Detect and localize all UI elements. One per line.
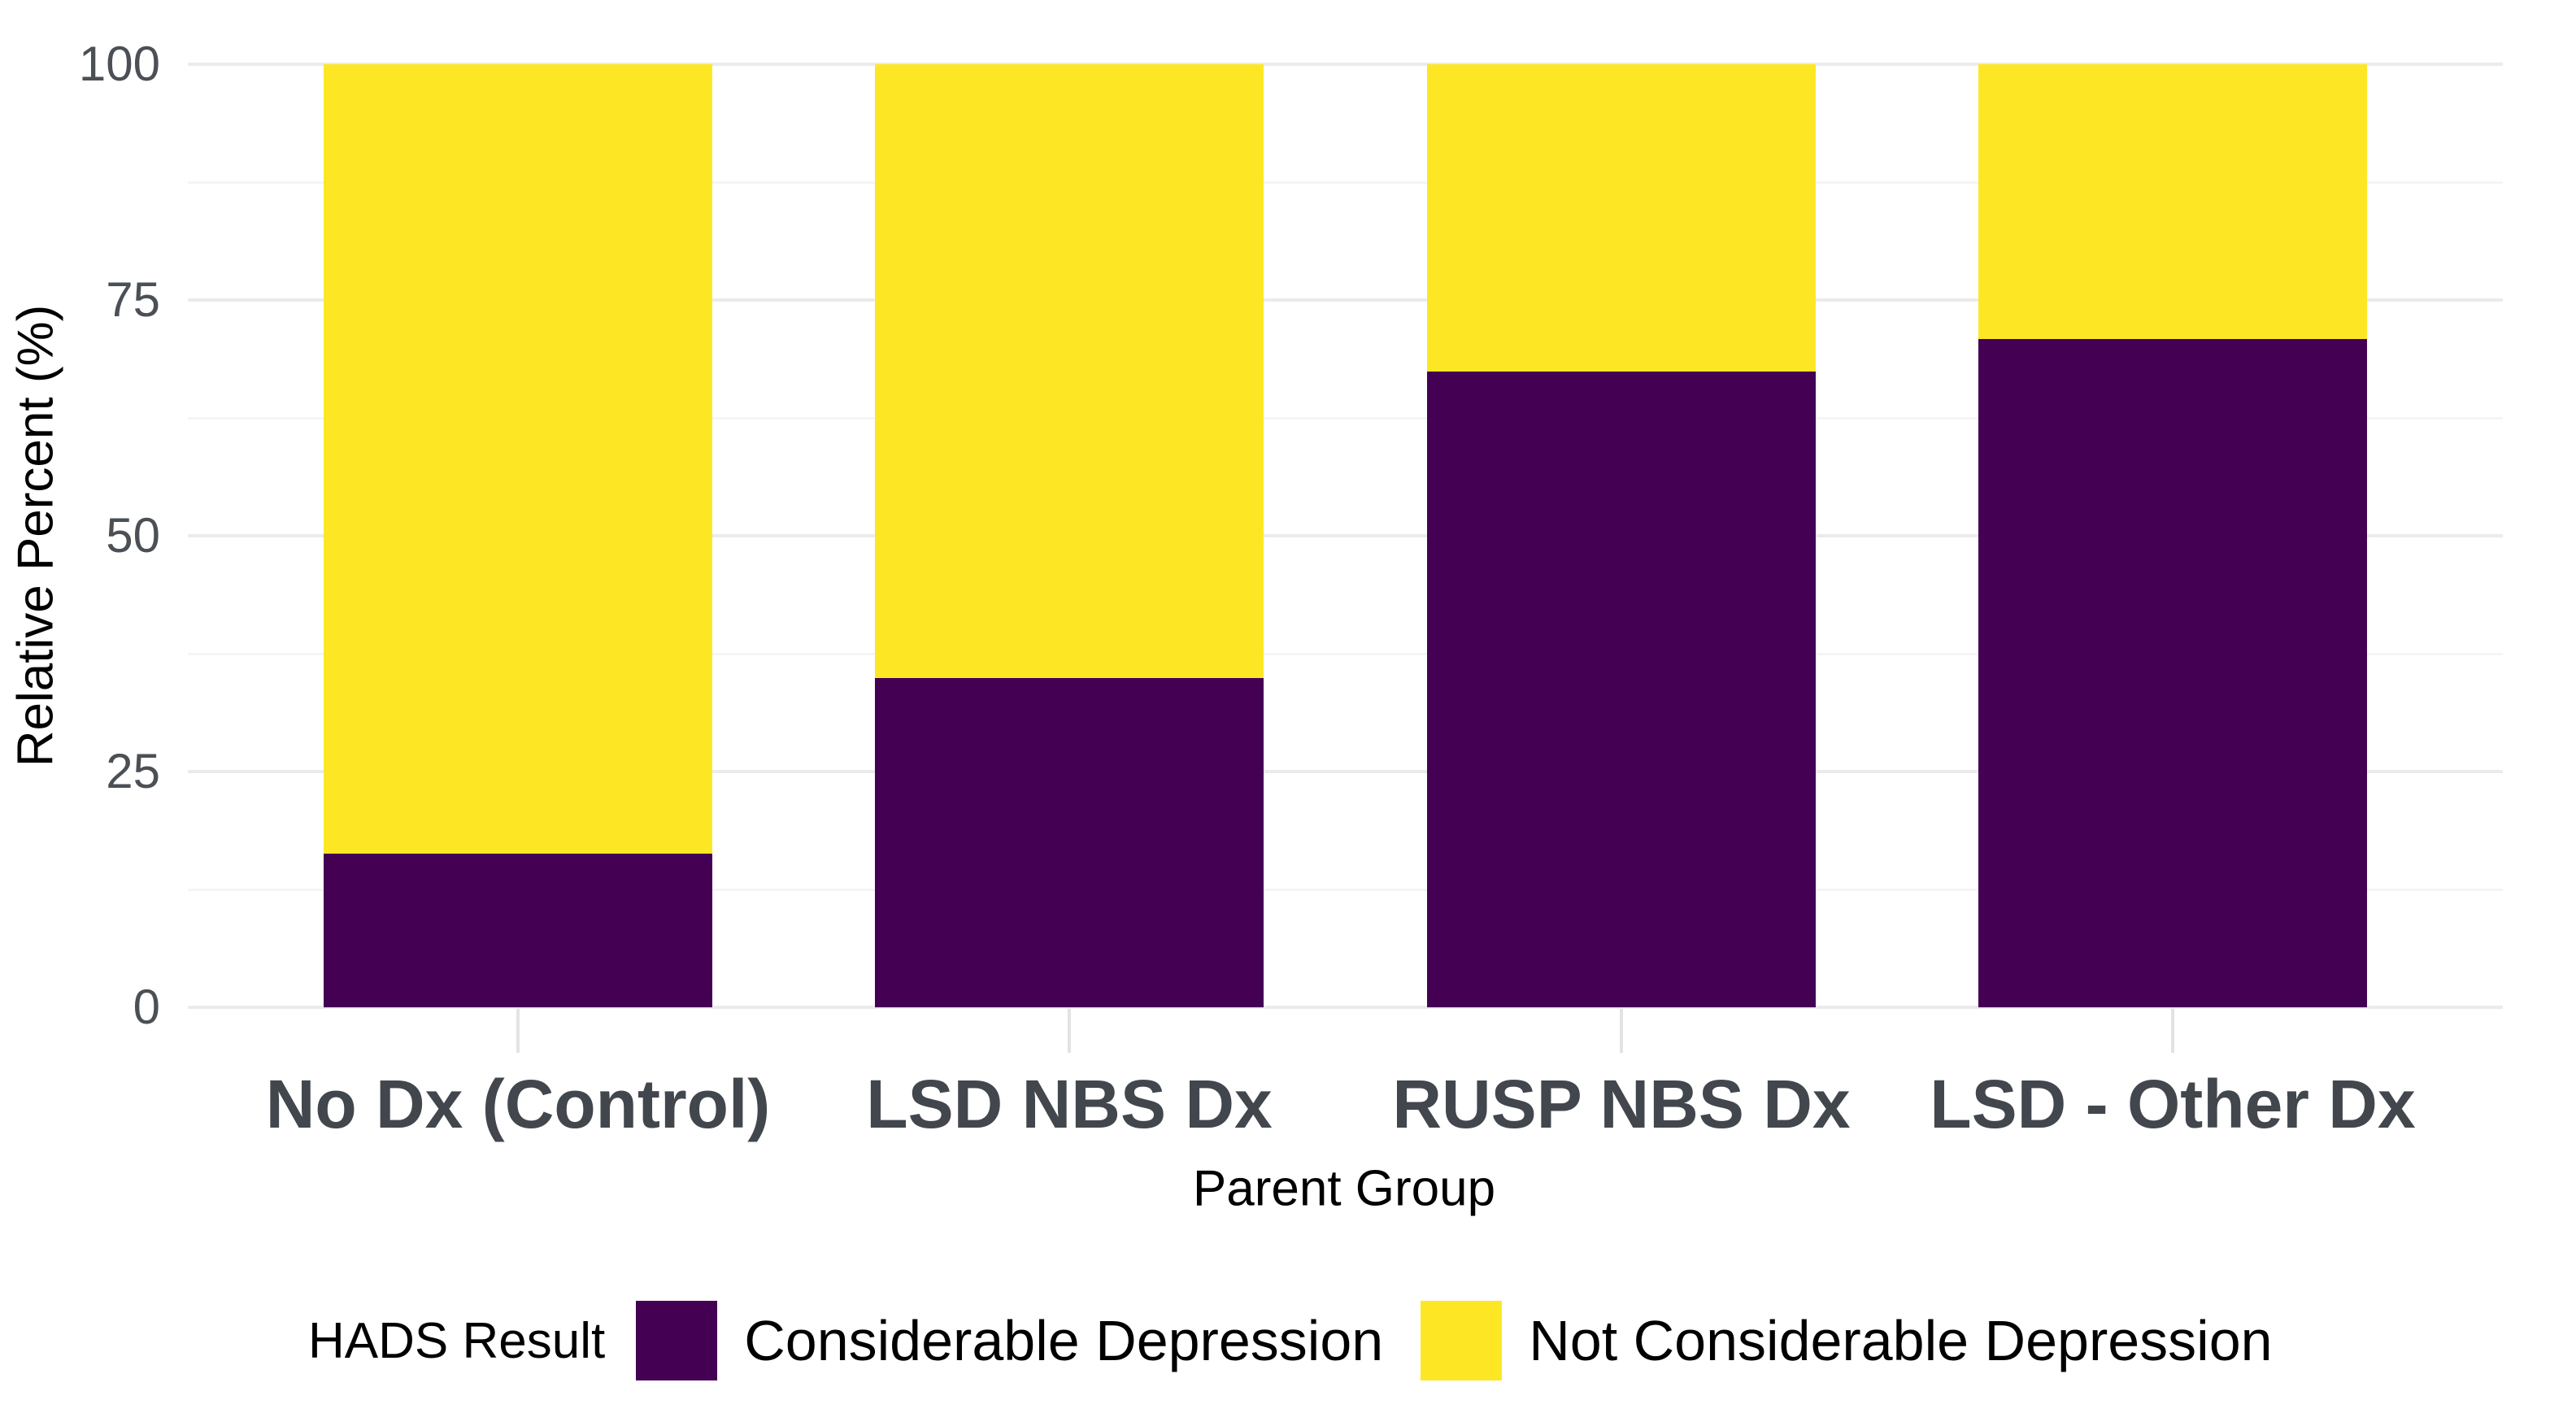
legend-swatch (636, 1301, 718, 1380)
gridline-minor (188, 417, 2503, 420)
bar-segment (324, 853, 712, 1007)
y-tick-label: 0 (133, 980, 160, 1034)
y-tick-label: 100 (78, 37, 160, 91)
bar-segment (875, 64, 1264, 679)
bar-segment (1978, 338, 2367, 1007)
x-tick-mark (1068, 1009, 1071, 1053)
gridline-major (188, 534, 2503, 537)
x-tick-label: RUSP NBS Dx (1392, 1066, 1851, 1142)
y-tick-label: 25 (106, 744, 160, 798)
legend: HADS Result Considerable Depression Not C… (308, 1298, 2273, 1384)
x-tick-label: LSD - Other Dx (1930, 1066, 2416, 1142)
legend-label: Considerable Depression (744, 1309, 1384, 1372)
bar-segment (875, 678, 1264, 1007)
bar-segment (1427, 372, 1816, 1007)
legend-swatch (1421, 1301, 1503, 1380)
gridline-minor (188, 653, 2503, 655)
x-tick-mark (2171, 1009, 2174, 1053)
gridline-major (188, 298, 2503, 302)
bar-segment (324, 64, 712, 854)
x-tick-mark (1620, 1009, 1623, 1053)
gridline-minor (188, 181, 2503, 184)
x-tick-label: No Dx (Control) (265, 1066, 771, 1142)
y-tick-label: 75 (106, 272, 160, 327)
legend-item: Not Considerable Depression (1421, 1301, 2273, 1380)
x-tick-mark (516, 1009, 520, 1053)
bar-segment (1427, 64, 1816, 372)
y-tick-label: 50 (106, 508, 160, 563)
gridline-minor (188, 889, 2503, 891)
legend-item: Considerable Depression (636, 1301, 1383, 1380)
x-tick-label: LSD NBS Dx (866, 1066, 1273, 1142)
gridline-major (188, 770, 2503, 773)
legend-title: HADS Result (308, 1312, 606, 1369)
legend-label: Not Considerable Depression (1529, 1309, 2273, 1372)
gridline-major (188, 63, 2503, 66)
x-axis-title: Parent Group (1192, 1160, 1496, 1217)
gridline-major (188, 1006, 2503, 1009)
bar-segment (1978, 64, 2367, 339)
